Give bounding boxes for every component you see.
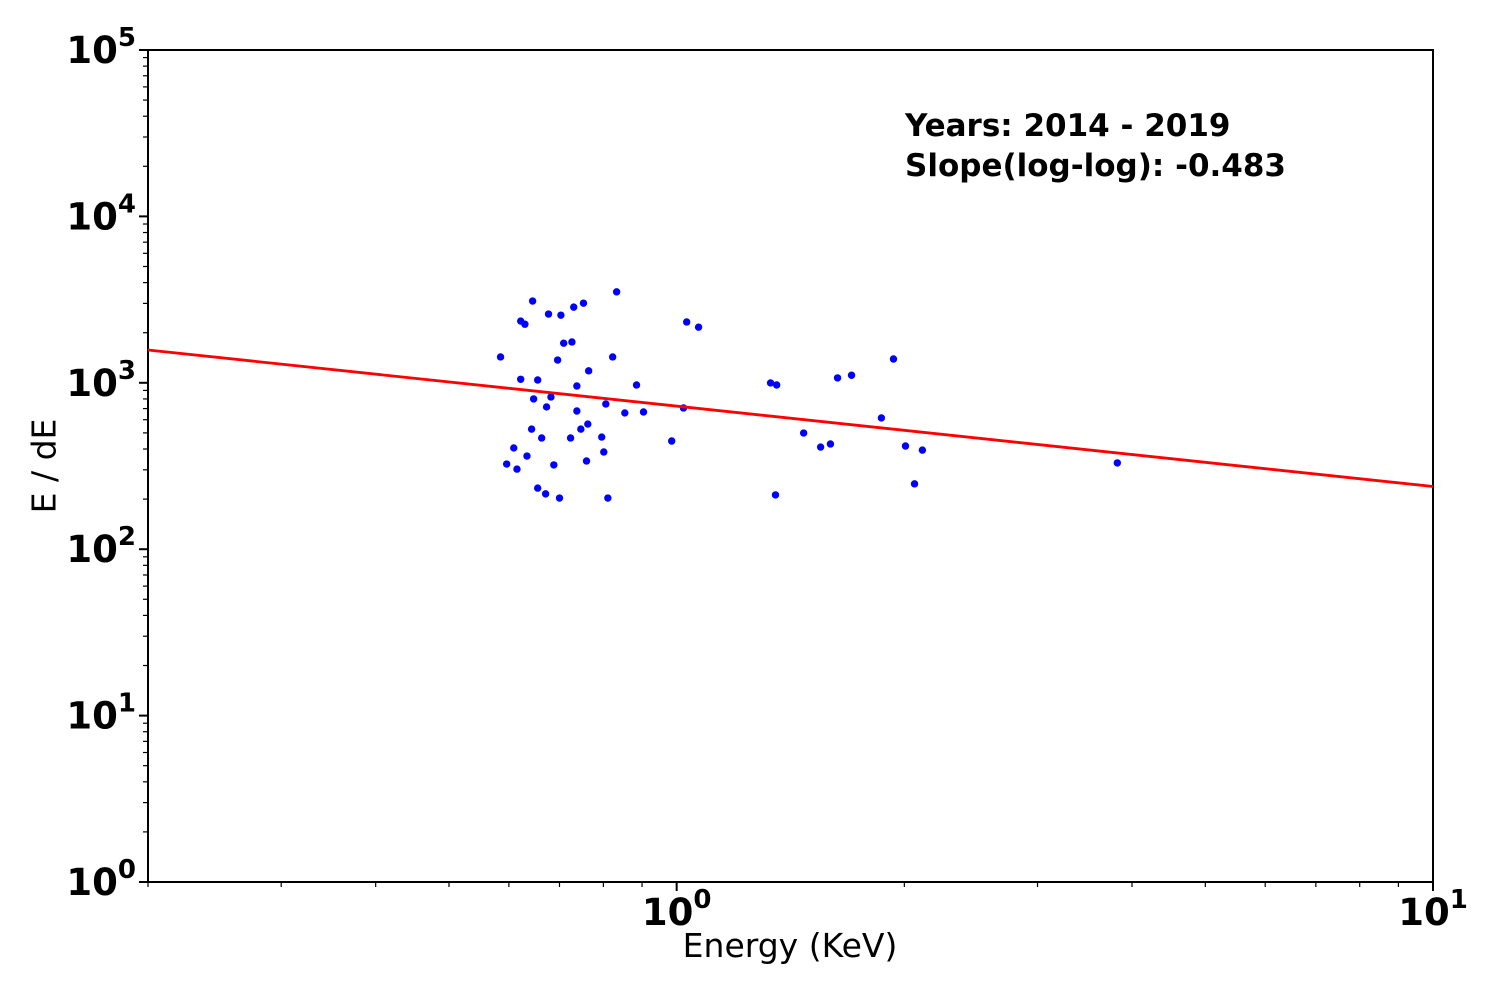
scatter-point <box>521 320 529 328</box>
scatter-point <box>533 484 542 492</box>
scatter-point <box>584 367 593 375</box>
scatter-point <box>771 491 780 499</box>
scatter-point <box>547 393 555 401</box>
scatter-point <box>516 375 525 383</box>
scatter-point <box>877 414 886 422</box>
scatter-point <box>570 303 578 311</box>
tick-label: 104 <box>66 189 136 238</box>
scatter-point <box>510 444 518 452</box>
tick-label: 102 <box>66 522 136 571</box>
scatter-point <box>533 376 542 384</box>
tick-label: 100 <box>66 855 136 904</box>
scatter-point <box>579 299 588 307</box>
scatter-point <box>602 400 610 408</box>
scatter-point <box>584 420 592 428</box>
scatter-point <box>528 297 537 305</box>
tick-label: 103 <box>66 356 136 405</box>
scatter-point <box>513 465 521 473</box>
scatter-point <box>889 355 898 363</box>
scatter-point <box>918 446 927 454</box>
scatter-point <box>557 311 565 319</box>
scatter-point <box>910 480 919 488</box>
scatter-point <box>799 429 808 437</box>
tick-label: 101 <box>66 689 136 738</box>
scatter-point <box>496 353 505 361</box>
scatter-point <box>766 379 775 387</box>
scatter-point <box>621 409 629 417</box>
scatter-point <box>523 452 531 460</box>
scatter-point <box>527 425 536 433</box>
scatter-point <box>502 460 511 468</box>
tick-label: 100 <box>642 885 712 934</box>
scatter-point <box>555 494 564 502</box>
scatter-point <box>529 395 538 403</box>
scatter-point <box>901 442 910 450</box>
scatter-point <box>1113 459 1122 467</box>
scatter-point <box>604 494 612 502</box>
tick-label: 101 <box>1398 885 1468 934</box>
scatter-point <box>826 440 835 448</box>
tick-label: 105 <box>66 23 136 72</box>
y-axis-label: E / dE <box>24 418 64 514</box>
scatter-point <box>816 443 825 451</box>
scatter-point <box>833 374 842 382</box>
scatter-point <box>544 310 553 318</box>
scatter-point <box>553 356 562 364</box>
scatter-point <box>639 408 648 416</box>
annotation-box: Years: 2014 - 2019 Slope(log-log): -0.48… <box>905 106 1286 186</box>
scatter-point <box>772 381 781 389</box>
x-axis-label: Energy (KeV) <box>682 926 898 965</box>
annotation-years: Years: 2014 - 2019 <box>905 108 1231 144</box>
fit-line <box>147 348 1434 488</box>
scatter-point <box>566 434 575 442</box>
scatter-point <box>550 461 558 469</box>
scatter-point <box>608 353 617 361</box>
scatter-point <box>542 403 551 411</box>
scatter-point <box>667 437 676 445</box>
scatter-point <box>682 318 691 326</box>
scatter-point <box>694 323 703 331</box>
scatter-point <box>582 457 591 465</box>
scatter-point <box>612 288 621 296</box>
scatter-point <box>537 434 546 442</box>
scatter-point <box>568 338 576 346</box>
annotation-slope: Slope(log-log): -0.483 <box>905 148 1287 184</box>
scatter-point <box>598 433 606 441</box>
scatter-point <box>541 490 550 498</box>
scatter-point <box>573 407 581 415</box>
scatter-point <box>632 381 641 389</box>
scatter-point <box>600 448 608 456</box>
plot-border <box>147 49 1434 883</box>
scatter-point <box>577 425 585 433</box>
scatter-point <box>847 371 856 379</box>
scatter-point <box>559 339 568 347</box>
scatter-point <box>573 382 581 390</box>
